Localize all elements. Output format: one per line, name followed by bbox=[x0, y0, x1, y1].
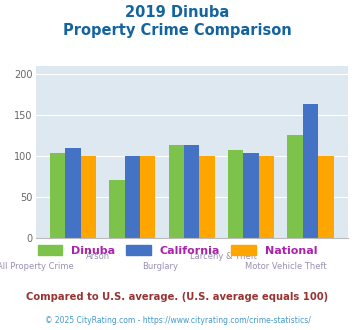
Bar bbox=[244, 153, 259, 238]
Bar bbox=[81, 156, 96, 238]
Text: Compared to U.S. average. (U.S. average equals 100): Compared to U.S. average. (U.S. average … bbox=[26, 292, 329, 302]
Bar bbox=[50, 153, 65, 238]
Bar bbox=[259, 156, 274, 238]
Text: Burglary: Burglary bbox=[142, 262, 179, 271]
Legend: Dinuba, California, National: Dinuba, California, National bbox=[33, 240, 322, 260]
Bar bbox=[140, 156, 155, 238]
Bar bbox=[169, 145, 184, 238]
Bar bbox=[200, 156, 215, 238]
Bar bbox=[318, 156, 334, 238]
Text: 2019 Dinuba: 2019 Dinuba bbox=[125, 5, 230, 20]
Text: Motor Vehicle Theft: Motor Vehicle Theft bbox=[245, 262, 326, 271]
Text: Arson: Arson bbox=[86, 252, 110, 261]
Text: Property Crime Comparison: Property Crime Comparison bbox=[63, 23, 292, 38]
Bar bbox=[109, 181, 125, 238]
Bar bbox=[228, 150, 244, 238]
Bar bbox=[65, 148, 81, 238]
Text: Larceny & Theft: Larceny & Theft bbox=[190, 252, 256, 261]
Text: © 2025 CityRating.com - https://www.cityrating.com/crime-statistics/: © 2025 CityRating.com - https://www.city… bbox=[45, 316, 310, 325]
Bar bbox=[287, 135, 303, 238]
Bar bbox=[303, 104, 318, 238]
Bar bbox=[184, 145, 200, 238]
Text: All Property Crime: All Property Crime bbox=[0, 262, 74, 271]
Bar bbox=[125, 156, 140, 238]
